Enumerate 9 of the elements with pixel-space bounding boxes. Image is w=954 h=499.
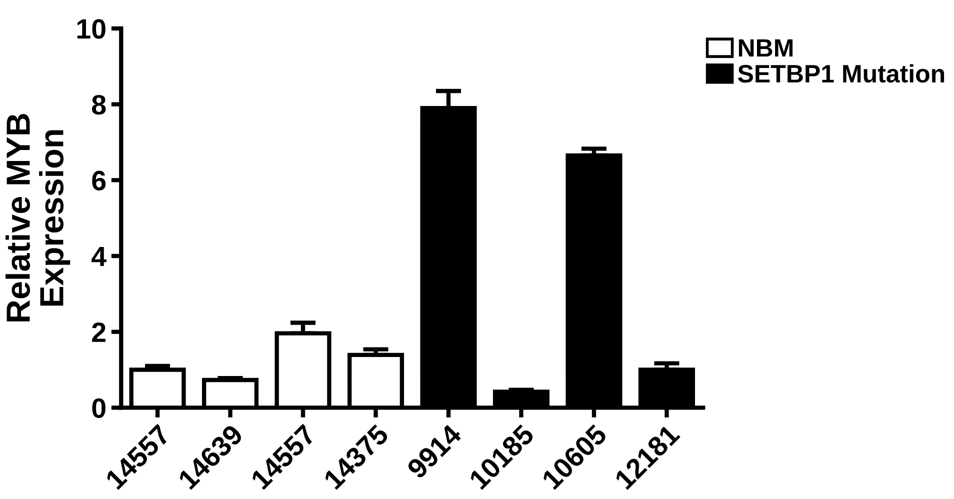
y-tick-label: 6	[92, 170, 106, 190]
y-tick-label: 4	[92, 246, 106, 266]
legend-label: SETBP1 Mutation	[738, 64, 944, 83]
y-tick-label: 10	[77, 19, 106, 39]
y-tick-label: 8	[92, 94, 106, 115]
legend-label: NBM	[738, 39, 793, 57]
y-tick-label: 2	[92, 322, 106, 342]
y-tick-label: 0	[92, 398, 106, 418]
y-axis-title: Relative MYB Expression	[6, 114, 70, 322]
